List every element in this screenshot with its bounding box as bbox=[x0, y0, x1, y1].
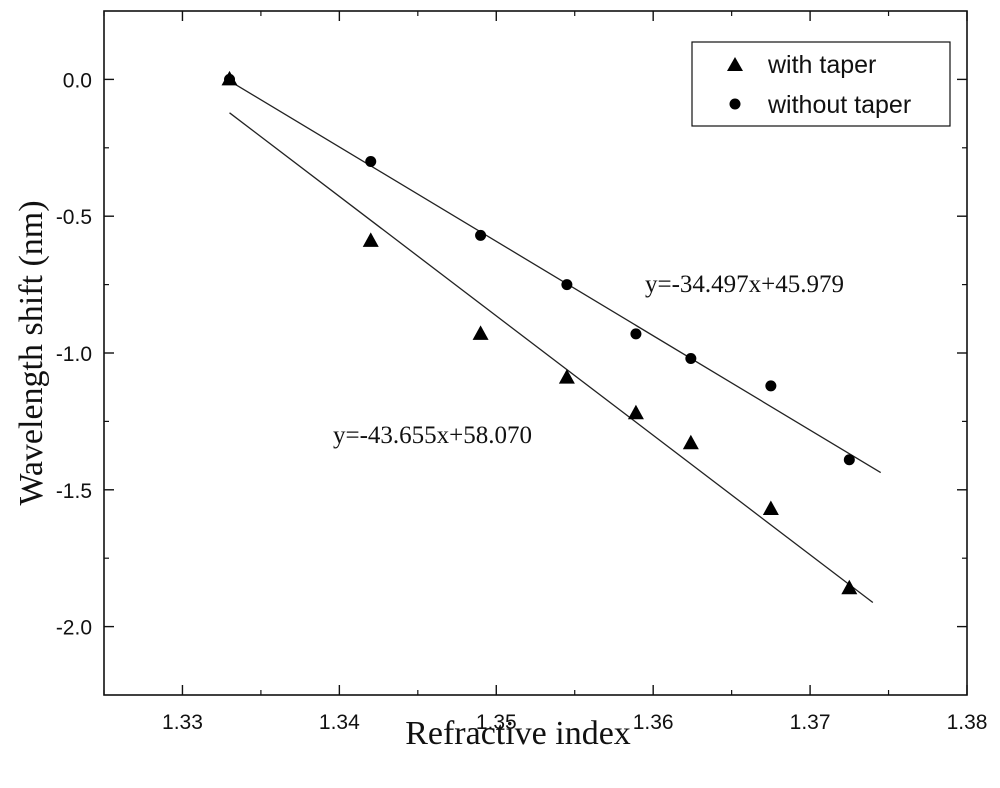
data-point-with-taper bbox=[558, 369, 575, 384]
y-tick-label: -1.0 bbox=[56, 343, 92, 366]
data-point-with-taper bbox=[841, 579, 858, 595]
fit-label-with-taper: y=-43.655x+58.070 bbox=[333, 422, 532, 449]
y-tick-label: -2.0 bbox=[56, 617, 92, 640]
x-tick-label: 1.36 bbox=[633, 711, 674, 734]
fit-line-without-taper bbox=[229, 80, 882, 474]
x-axis-title: Refractive index bbox=[405, 715, 631, 752]
data-point-without-taper bbox=[365, 155, 377, 167]
x-tick-label: 1.33 bbox=[162, 711, 203, 734]
y-tick-label: -1.5 bbox=[56, 480, 92, 503]
legend-circle-icon bbox=[729, 98, 741, 110]
data-point-without-taper bbox=[843, 454, 855, 466]
fit-label-without-taper: y=-34.497x+45.979 bbox=[645, 271, 844, 298]
y-tick-label: -0.5 bbox=[56, 206, 92, 229]
y-axis-title: Wavelength shift (nm) bbox=[13, 200, 50, 505]
x-tick-label: 1.37 bbox=[790, 711, 831, 734]
data-point-without-taper bbox=[475, 229, 487, 241]
legend: with taper without taper bbox=[691, 41, 951, 127]
fit-lines bbox=[229, 80, 882, 604]
data-point-without-taper bbox=[685, 352, 697, 364]
data-point-without-taper bbox=[224, 73, 236, 85]
data-points bbox=[221, 70, 858, 595]
x-tick-label: 1.38 bbox=[947, 711, 988, 734]
data-point-without-taper bbox=[765, 380, 777, 392]
data-point-with-taper bbox=[472, 325, 489, 340]
data-point-without-taper bbox=[630, 328, 642, 340]
legend-label-without-taper: without taper bbox=[767, 91, 911, 119]
y-tick-label: 0.0 bbox=[63, 69, 92, 92]
data-point-with-taper bbox=[762, 500, 779, 515]
axis-ticks: 1.33 1.34 1.35 1.36 1.37 1.38 0.0 -0.5 -1.0 -1.5 -… bbox=[56, 11, 988, 734]
fit-line-with-taper bbox=[229, 112, 874, 604]
data-point-with-taper bbox=[627, 404, 644, 420]
data-point-with-taper bbox=[362, 232, 379, 247]
legend-triangle-icon bbox=[727, 57, 743, 71]
x-tick-label: 1.35 bbox=[476, 711, 517, 734]
legend-label-with-taper: with taper bbox=[767, 51, 876, 79]
legend-box bbox=[691, 41, 951, 127]
data-point-without-taper bbox=[561, 279, 573, 291]
data-point-with-taper bbox=[682, 434, 699, 450]
x-tick-label: 1.34 bbox=[319, 711, 360, 734]
